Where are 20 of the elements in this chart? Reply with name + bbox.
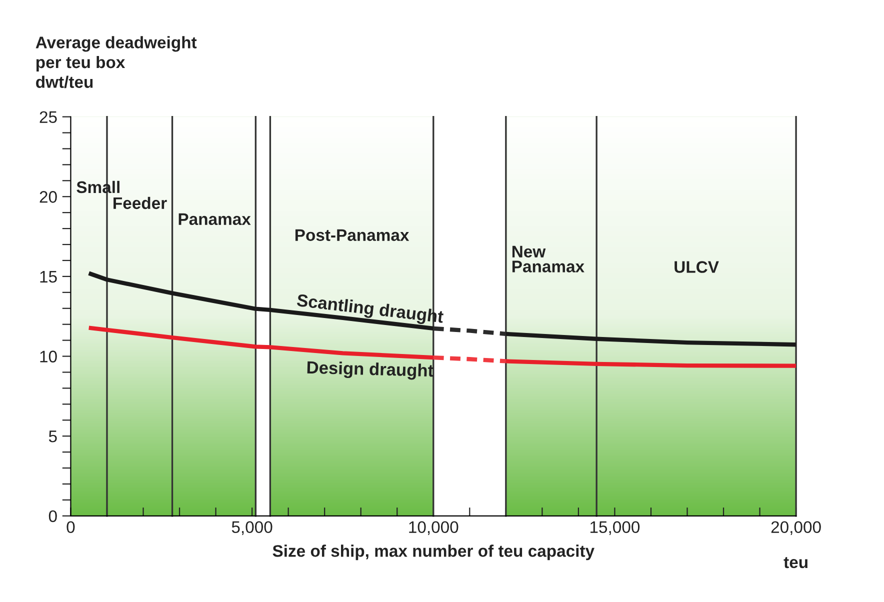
y-tick-label: 25 xyxy=(40,111,57,123)
x-axis-title: Size of ship, max number of teu capacity xyxy=(272,544,594,560)
annotation: ULCV xyxy=(674,261,719,273)
annotation: New Panamax xyxy=(512,246,584,272)
y-tick-label: 15 xyxy=(40,271,57,283)
x-tick-label: 15,000 xyxy=(590,521,640,535)
x-tick-label: 20,000 xyxy=(771,521,821,535)
x-tick-label: 10,000 xyxy=(409,521,458,535)
text: teu xyxy=(784,557,808,568)
y-axis-title: Average deadweight per teu box dwt/teu xyxy=(36,36,197,88)
y-tick-label: 5 xyxy=(48,430,57,442)
y-tick-label: 10 xyxy=(40,350,57,362)
text: Scantling draught xyxy=(296,293,444,326)
y-tick-label: 20 xyxy=(40,191,57,203)
annotation: Post-Panamax xyxy=(295,229,410,241)
annotation: Panamax xyxy=(178,213,251,226)
y-tick-label: 0 xyxy=(48,510,57,522)
x-tick-label: 0 xyxy=(66,521,75,534)
annotation: Feeder xyxy=(114,196,167,210)
x-tick-label: 5,000 xyxy=(232,521,272,535)
